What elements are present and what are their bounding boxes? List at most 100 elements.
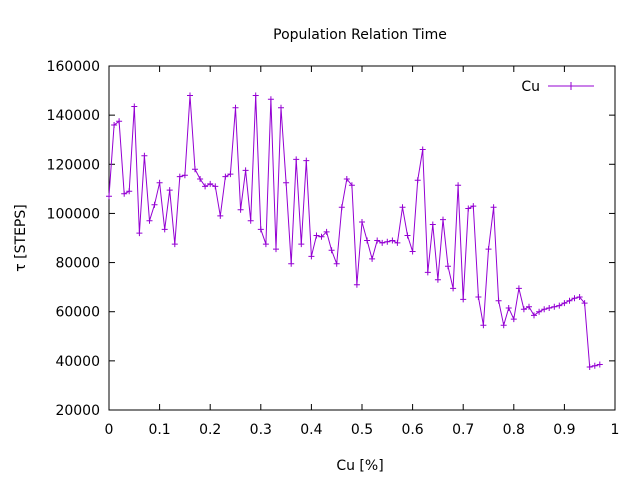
y-tick-label: 100000: [47, 206, 100, 222]
data-point: [384, 238, 391, 245]
data-point: [303, 157, 310, 164]
data-point: [217, 212, 224, 219]
data-point: [404, 232, 411, 239]
data-point: [257, 226, 264, 233]
data-point: [278, 104, 284, 111]
data-point: [515, 285, 522, 292]
data-point: [374, 237, 381, 244]
legend-marker: [567, 82, 575, 90]
x-tick-label: 0.6: [401, 422, 423, 438]
data-point: [131, 103, 138, 110]
data-point: [581, 300, 588, 307]
data-point: [470, 203, 477, 210]
data-point: [247, 217, 254, 224]
y-tick-label: 20000: [55, 403, 100, 419]
x-tick-label: 0.4: [300, 422, 322, 438]
data-point: [126, 188, 133, 195]
data-point: [262, 241, 269, 248]
data-point: [151, 201, 158, 208]
data-point: [596, 361, 603, 368]
data-point: [566, 297, 573, 304]
data-point: [338, 204, 345, 211]
data-point: [505, 305, 512, 311]
data-point: [465, 205, 472, 212]
chart-title: Population Relation Time: [273, 27, 447, 43]
data-point: [141, 152, 148, 159]
data-point: [161, 226, 168, 233]
data-point: [308, 253, 315, 260]
data-point: [197, 176, 204, 182]
data-point: [323, 228, 330, 235]
data-point: [455, 182, 462, 189]
data-point: [227, 171, 234, 178]
y-tick-label: 120000: [47, 157, 100, 173]
series-line: [108, 95, 600, 368]
data-point: [192, 166, 198, 173]
data-point: [283, 179, 290, 186]
data-point: [156, 179, 163, 186]
data-point: [419, 146, 426, 153]
data-point: [591, 362, 598, 369]
data-point: [333, 260, 340, 267]
y-tick-label: 140000: [47, 108, 100, 124]
data-point: [212, 183, 219, 190]
y-tick-label: 40000: [55, 354, 100, 370]
data-point: [429, 221, 436, 228]
data-point: [369, 255, 376, 262]
data-point: [485, 246, 492, 253]
data-point: [207, 180, 214, 187]
data-point: [237, 206, 244, 213]
x-tick-label: 0.2: [199, 422, 221, 438]
data-point: [571, 295, 578, 302]
y-tick-label: 80000: [55, 256, 100, 272]
data-point: [490, 204, 497, 211]
data-point: [500, 322, 507, 329]
data-point: [343, 176, 350, 182]
data-point: [252, 92, 259, 99]
legend-label: Cu: [521, 79, 540, 95]
data-point: [364, 237, 371, 244]
data-point: [541, 306, 548, 313]
data-point: [531, 312, 537, 319]
y-tick-label: 60000: [55, 305, 100, 321]
data-point: [379, 239, 386, 246]
data-point: [399, 204, 406, 211]
data-point: [510, 316, 517, 323]
x-tick-label: 0.7: [452, 422, 474, 438]
data-point: [526, 303, 532, 310]
x-tick-label: 0.5: [351, 422, 373, 438]
data-point: [222, 173, 229, 180]
data-point: [313, 232, 320, 239]
data-point: [121, 190, 128, 197]
x-tick-label: 1: [611, 422, 620, 438]
legend: Cu: [521, 79, 594, 95]
data-point: [561, 300, 568, 307]
data-point: [116, 118, 123, 125]
data-point: [440, 216, 446, 223]
data-point: [480, 322, 487, 329]
data-point: [166, 187, 173, 194]
plot-frame: [108, 65, 616, 411]
data-point: [202, 183, 209, 190]
data-point: [111, 122, 118, 128]
x-tick-label: 0.3: [250, 422, 272, 438]
y-tick-label: 160000: [47, 59, 100, 75]
data-point: [242, 167, 249, 174]
x-axis: 0 0.1 0.2 0.3 0.4 0.5 0.6 0.7 0.8 0.9 1: [105, 66, 620, 438]
data-point: [495, 297, 502, 304]
data-point: [181, 172, 188, 179]
data-point: [267, 96, 274, 103]
data-point: [389, 237, 396, 244]
data-point: [288, 260, 295, 267]
data-point: [536, 308, 543, 315]
data-point: [318, 233, 325, 240]
data-point: [394, 239, 401, 246]
data-point: [520, 306, 527, 313]
data-point: [348, 182, 355, 189]
x-tick-label: 0.8: [503, 422, 525, 438]
data-point: [176, 173, 183, 180]
data-point: [546, 305, 553, 311]
series-layer: [106, 92, 603, 370]
data-point: [106, 193, 112, 200]
